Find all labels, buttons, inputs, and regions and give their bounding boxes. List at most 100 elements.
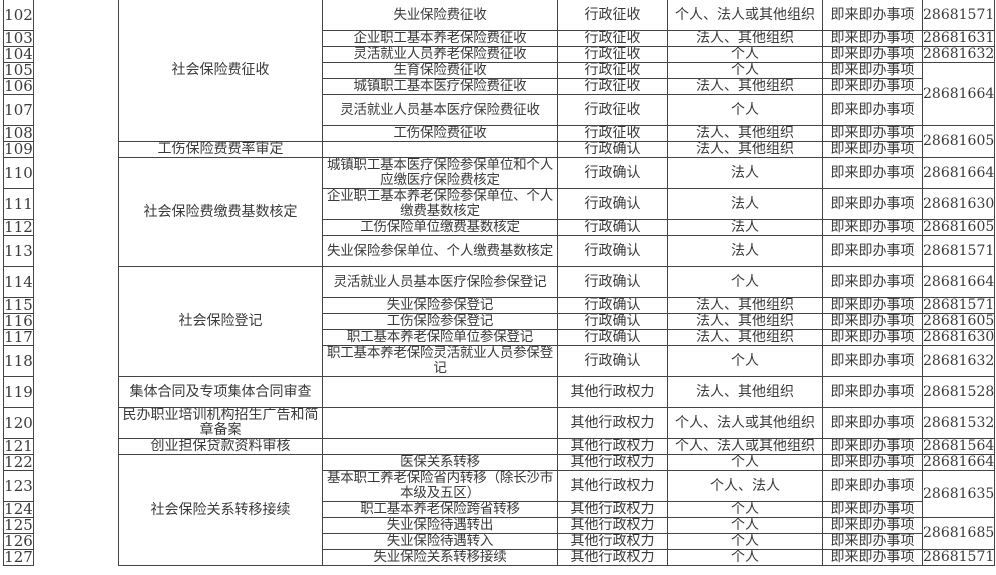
phone-cell: 28681630 xyxy=(921,188,996,220)
row-number: 103 xyxy=(3,30,34,47)
row-number: 111 xyxy=(3,188,34,220)
kind-cell: 即来即办事项 xyxy=(822,125,923,142)
row-number: 123 xyxy=(3,470,34,502)
subject-cell: 法人、其他组织 xyxy=(667,313,823,330)
subject-cell: 个人 xyxy=(667,62,823,79)
phone-cell: 28681664 xyxy=(921,157,996,189)
table-row: 111 企业职工基本养老保险参保单位、个人缴费基数核定 行政确认 法人 即来即办事项 28… xyxy=(3,188,996,220)
type-cell: 其他行政权力 xyxy=(557,454,668,471)
row-number: 119 xyxy=(3,376,34,408)
table-row: 126 失业保险待遇转入 其他行政权力 个人 即来即办事项 xyxy=(3,533,995,550)
item-cell: 企业职工基本养老保险费征收 xyxy=(322,30,558,47)
subject-cell: 个人 xyxy=(667,454,823,471)
kind-cell: 即来即办事项 xyxy=(822,407,923,439)
subject-cell: 个人 xyxy=(667,549,823,566)
type-cell: 行政确认 xyxy=(557,188,668,220)
kind-cell: 即来即办事项 xyxy=(822,78,923,95)
type-cell: 行政确认 xyxy=(557,219,668,236)
blank-column xyxy=(33,0,119,566)
row-number: 125 xyxy=(3,517,34,534)
subject-cell: 法人 xyxy=(667,188,823,220)
table-body: 102 社会保险费征收 失业保险费征收 行政征收 个人、法人或其他组织 即来即办事项 286… xyxy=(3,0,996,566)
row-number: 117 xyxy=(3,329,34,346)
kind-cell: 即来即办事项 xyxy=(822,30,923,47)
table-row: 121 创业担保贷款资料审核 其他行政权力 个人、法人或其他组织 即来即办事项 28681… xyxy=(3,438,996,455)
phone-cell: 28681632 xyxy=(921,46,996,63)
type-cell: 行政征收 xyxy=(557,78,668,95)
kind-cell: 即来即办事项 xyxy=(822,266,923,298)
category-cell: 社会保险费缴费基数核定 xyxy=(118,157,323,267)
item-cell: 失业保险参保登记 xyxy=(322,297,558,314)
item-cell: 基本职工养老保险省内转移（除长沙市本级及五区） xyxy=(322,470,558,502)
kind-cell: 即来即办事项 xyxy=(822,345,923,377)
kind-cell: 即来即办事项 xyxy=(822,454,923,471)
type-cell: 其他行政权力 xyxy=(557,533,668,550)
type-cell: 行政征收 xyxy=(557,46,668,63)
type-cell: 行政确认 xyxy=(557,141,668,158)
phone-cell: 28681605 xyxy=(921,219,996,236)
row-number: 116 xyxy=(3,313,34,330)
phone-cell: 28681571 xyxy=(921,0,996,31)
item-cell: 灵活就业人员养老保险费征收 xyxy=(322,46,558,63)
type-cell: 行政确认 xyxy=(557,297,668,314)
type-cell: 行政确认 xyxy=(557,345,668,377)
kind-cell: 即来即办事项 xyxy=(822,329,923,346)
row-number: 121 xyxy=(3,438,34,455)
phone-cell: 28681632 xyxy=(921,345,996,377)
subject-cell: 个人 xyxy=(667,533,823,550)
type-cell: 其他行政权力 xyxy=(557,438,668,455)
item-cell: 工伤保险费征收 xyxy=(322,125,558,142)
type-cell: 行政确认 xyxy=(557,313,668,330)
row-number: 107 xyxy=(3,94,34,126)
row-number: 122 xyxy=(3,454,34,471)
phone-cell: 28681664 xyxy=(921,454,996,471)
row-number: 126 xyxy=(3,533,34,550)
kind-cell: 即来即办事项 xyxy=(822,219,923,236)
subject-cell: 法人、其他组织 xyxy=(667,125,823,142)
type-cell: 其他行政权力 xyxy=(557,470,668,502)
phone-cell: 28681664 xyxy=(921,62,996,126)
subject-cell: 个人 xyxy=(667,501,823,518)
item-cell xyxy=(322,407,558,439)
item-cell: 职工基本养老保险灵活就业人员参保登记 xyxy=(322,345,558,377)
table-row: 109 工伤保险费费率审定 行政确认 法人、其他组织 即来即办事项 xyxy=(3,141,995,158)
subject-cell: 法人 xyxy=(667,219,823,236)
type-cell: 行政征收 xyxy=(557,62,668,79)
item-cell: 生育保险费征收 xyxy=(322,62,558,79)
kind-cell: 即来即办事项 xyxy=(822,438,923,455)
kind-cell: 即来即办事项 xyxy=(822,549,923,566)
row-number: 102 xyxy=(3,0,34,31)
subject-cell: 个人、法人 xyxy=(667,470,823,502)
phone-cell: 28681605 xyxy=(921,125,996,158)
subject-cell: 个人 xyxy=(667,94,823,126)
item-cell: 失业保险费征收 xyxy=(322,0,558,31)
subject-cell: 法人、其他组织 xyxy=(667,376,823,408)
subject-cell: 个人 xyxy=(667,46,823,63)
table-row: 119 集体合同及专项集体合同审查 其他行政权力 法人、其他组织 即来即办事项 28681… xyxy=(3,376,996,408)
phone-cell: 28681571 xyxy=(921,549,996,566)
subject-cell: 个人 xyxy=(667,517,823,534)
subject-cell: 个人、法人或其他组织 xyxy=(667,0,823,31)
table-row: 120 民办职业培训机构招生广告和简章备案 其他行政权力 个人、法人或其他组织 即来即办… xyxy=(3,407,996,439)
item-cell: 职工基本养老保险单位参保登记 xyxy=(322,329,558,346)
type-cell: 其他行政权力 xyxy=(557,517,668,534)
kind-cell: 即来即办事项 xyxy=(822,235,923,267)
phone-cell: 28681685 xyxy=(921,517,996,550)
kind-cell: 即来即办事项 xyxy=(822,313,923,330)
type-cell: 行政确认 xyxy=(557,329,668,346)
subject-cell: 个人 xyxy=(667,266,823,298)
table-row: 113 失业保险参保单位、个人缴费基数核定 行政确认 法人 即来即办事项 28681571 xyxy=(3,235,996,267)
kind-cell: 即来即办事项 xyxy=(822,297,923,314)
category-cell: 民办职业培训机构招生广告和简章备案 xyxy=(118,407,323,439)
table-row: 105 生育保险费征收 行政征收 个人 即来即办事项 28681664 xyxy=(3,62,996,126)
item-cell: 失业保险关系转移接续 xyxy=(322,549,558,566)
row-number: 108 xyxy=(3,125,34,142)
type-cell: 行政确认 xyxy=(557,266,668,298)
type-cell: 行政征收 xyxy=(557,30,668,47)
row-number: 105 xyxy=(3,62,34,79)
table-row: 117 职工基本养老保险单位参保登记 行政确认 法人、其他组织 即来即办事项 286816… xyxy=(3,329,996,346)
kind-cell: 即来即办事项 xyxy=(822,0,923,31)
table-row: 108 工伤保险费征收 行政征收 法人、其他组织 即来即办事项 28681605 xyxy=(3,125,996,158)
type-cell: 其他行政权力 xyxy=(557,407,668,439)
item-cell: 企业职工基本养老保险参保单位、个人缴费基数核定 xyxy=(322,188,558,220)
